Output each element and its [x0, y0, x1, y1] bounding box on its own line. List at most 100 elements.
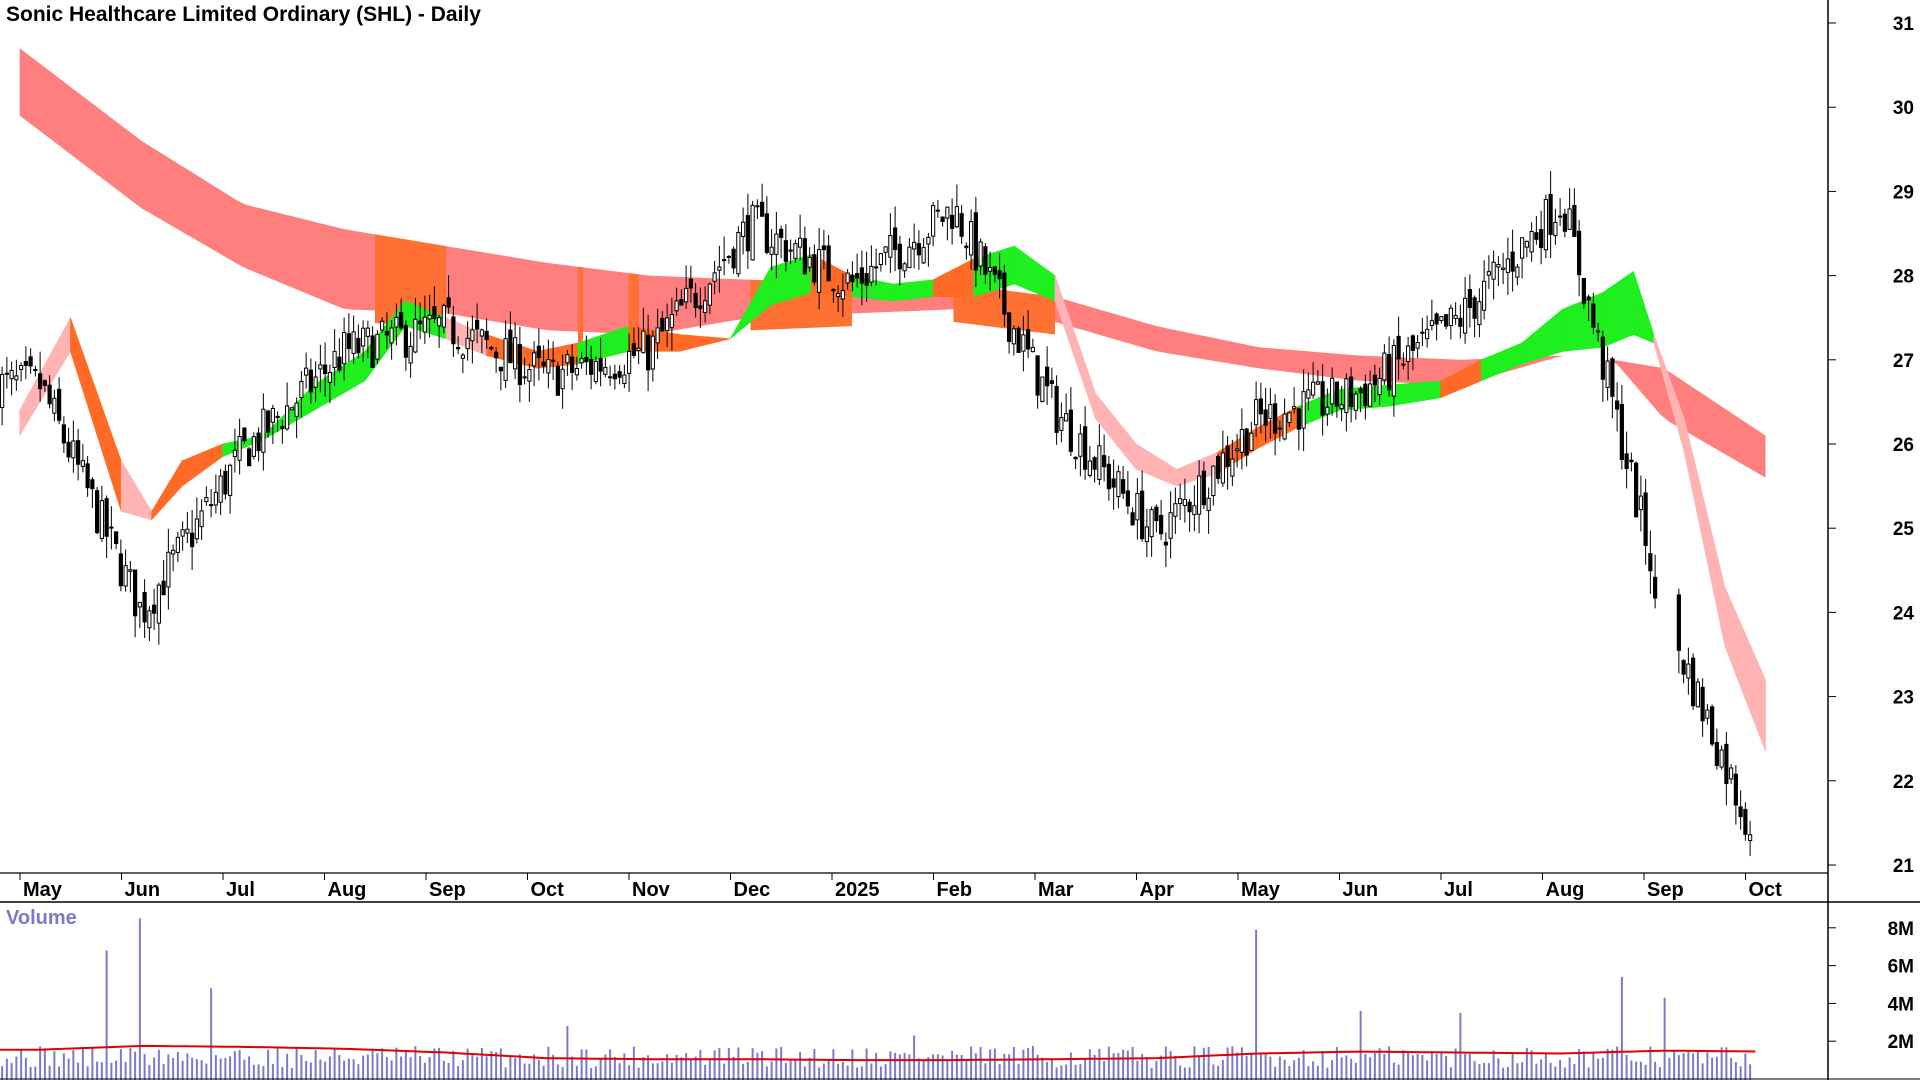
volume-bar [704, 1064, 707, 1080]
volume-bar [1730, 1057, 1733, 1080]
candle [1586, 294, 1591, 321]
candle [304, 352, 309, 389]
candle-up [1021, 334, 1026, 352]
volume-bar [585, 1049, 588, 1080]
candle [1691, 653, 1696, 710]
candle-down [1035, 355, 1040, 396]
volume-bar [485, 1056, 488, 1080]
candle [351, 315, 356, 364]
candle-up [1254, 399, 1259, 426]
volume-bar [1364, 1053, 1367, 1080]
volume-bar [1554, 1066, 1557, 1080]
candle [1539, 210, 1544, 265]
candle [465, 321, 470, 361]
candle [228, 463, 233, 514]
volume-bar [1521, 1062, 1524, 1080]
candle [4, 357, 9, 389]
candle [1277, 420, 1282, 442]
volume-bar [466, 1048, 469, 1080]
candle [1045, 346, 1050, 406]
candle [1358, 386, 1363, 413]
candle [152, 588, 157, 631]
candle-down [1410, 335, 1415, 351]
candle [90, 477, 95, 509]
candle [1534, 215, 1539, 245]
candle-down [446, 297, 451, 308]
volume-bar [1240, 1047, 1243, 1080]
volume-bar [1506, 1066, 1509, 1080]
candle [394, 303, 399, 346]
candle [123, 549, 128, 592]
candle [323, 342, 328, 397]
candle [593, 356, 598, 385]
candle [1653, 554, 1658, 609]
candle [821, 229, 826, 270]
volume-bar [1155, 1060, 1158, 1080]
candle-down [831, 289, 836, 292]
candle [418, 302, 423, 340]
volume-bar [1416, 1053, 1419, 1080]
candle [940, 216, 945, 227]
long-band-overlap-0 [374, 234, 446, 327]
candle [973, 196, 978, 288]
x-tick-label: Sep [429, 879, 466, 901]
candle-down [1572, 204, 1577, 238]
volume-bar [1749, 1064, 1752, 1080]
candle [370, 326, 375, 368]
volume-bar [181, 1060, 184, 1080]
candle-down [964, 245, 969, 249]
candle-down [1045, 366, 1050, 387]
candle-down [356, 337, 361, 354]
volume-bar [889, 1051, 892, 1080]
candle [1002, 264, 1007, 327]
candle-up [641, 330, 646, 354]
candle [399, 298, 404, 331]
candle-down [1387, 353, 1392, 391]
candle-down [764, 213, 769, 253]
volume-bar [1307, 1066, 1310, 1080]
candle [1634, 461, 1639, 518]
candle [1083, 406, 1088, 480]
volume-bar [1207, 1046, 1210, 1080]
candle [1605, 346, 1610, 401]
candle-down [1634, 462, 1639, 518]
candle [950, 198, 955, 245]
candle-down [484, 330, 489, 341]
volume-bar [43, 1048, 46, 1080]
candle [237, 418, 242, 475]
volume-bar [39, 1046, 42, 1080]
candle-down [475, 319, 480, 330]
candle-down [1016, 327, 1021, 353]
volume-bar [115, 1060, 118, 1080]
price-panel [0, 48, 1766, 857]
candle-up [579, 358, 584, 364]
candle-up [840, 290, 845, 300]
volume-bar [91, 1047, 94, 1080]
candle-down [1577, 230, 1582, 276]
volume-bar [243, 1059, 246, 1080]
volume-bar [1174, 1055, 1177, 1080]
candle-up [304, 367, 309, 376]
candle [285, 382, 290, 431]
candle-up [1182, 499, 1187, 506]
volume-bar [965, 1059, 968, 1080]
volume-bar [775, 1048, 778, 1080]
candle [1406, 336, 1411, 381]
candle-up [1135, 492, 1140, 521]
candle [261, 393, 266, 471]
volume-bar [884, 1064, 887, 1080]
volume-bar [504, 1067, 507, 1080]
candle-down [1244, 428, 1249, 456]
candle [380, 317, 385, 333]
candle [1572, 188, 1577, 238]
candle [1472, 295, 1477, 338]
volume-bar [1283, 1059, 1286, 1080]
candle-up [926, 236, 931, 245]
volume-bar [708, 1059, 711, 1080]
volume-bar [357, 1064, 360, 1080]
volume-bar [442, 1060, 445, 1080]
candle [888, 213, 893, 273]
candle-up [375, 333, 380, 360]
candle [365, 320, 370, 359]
volume-bar [490, 1051, 493, 1080]
